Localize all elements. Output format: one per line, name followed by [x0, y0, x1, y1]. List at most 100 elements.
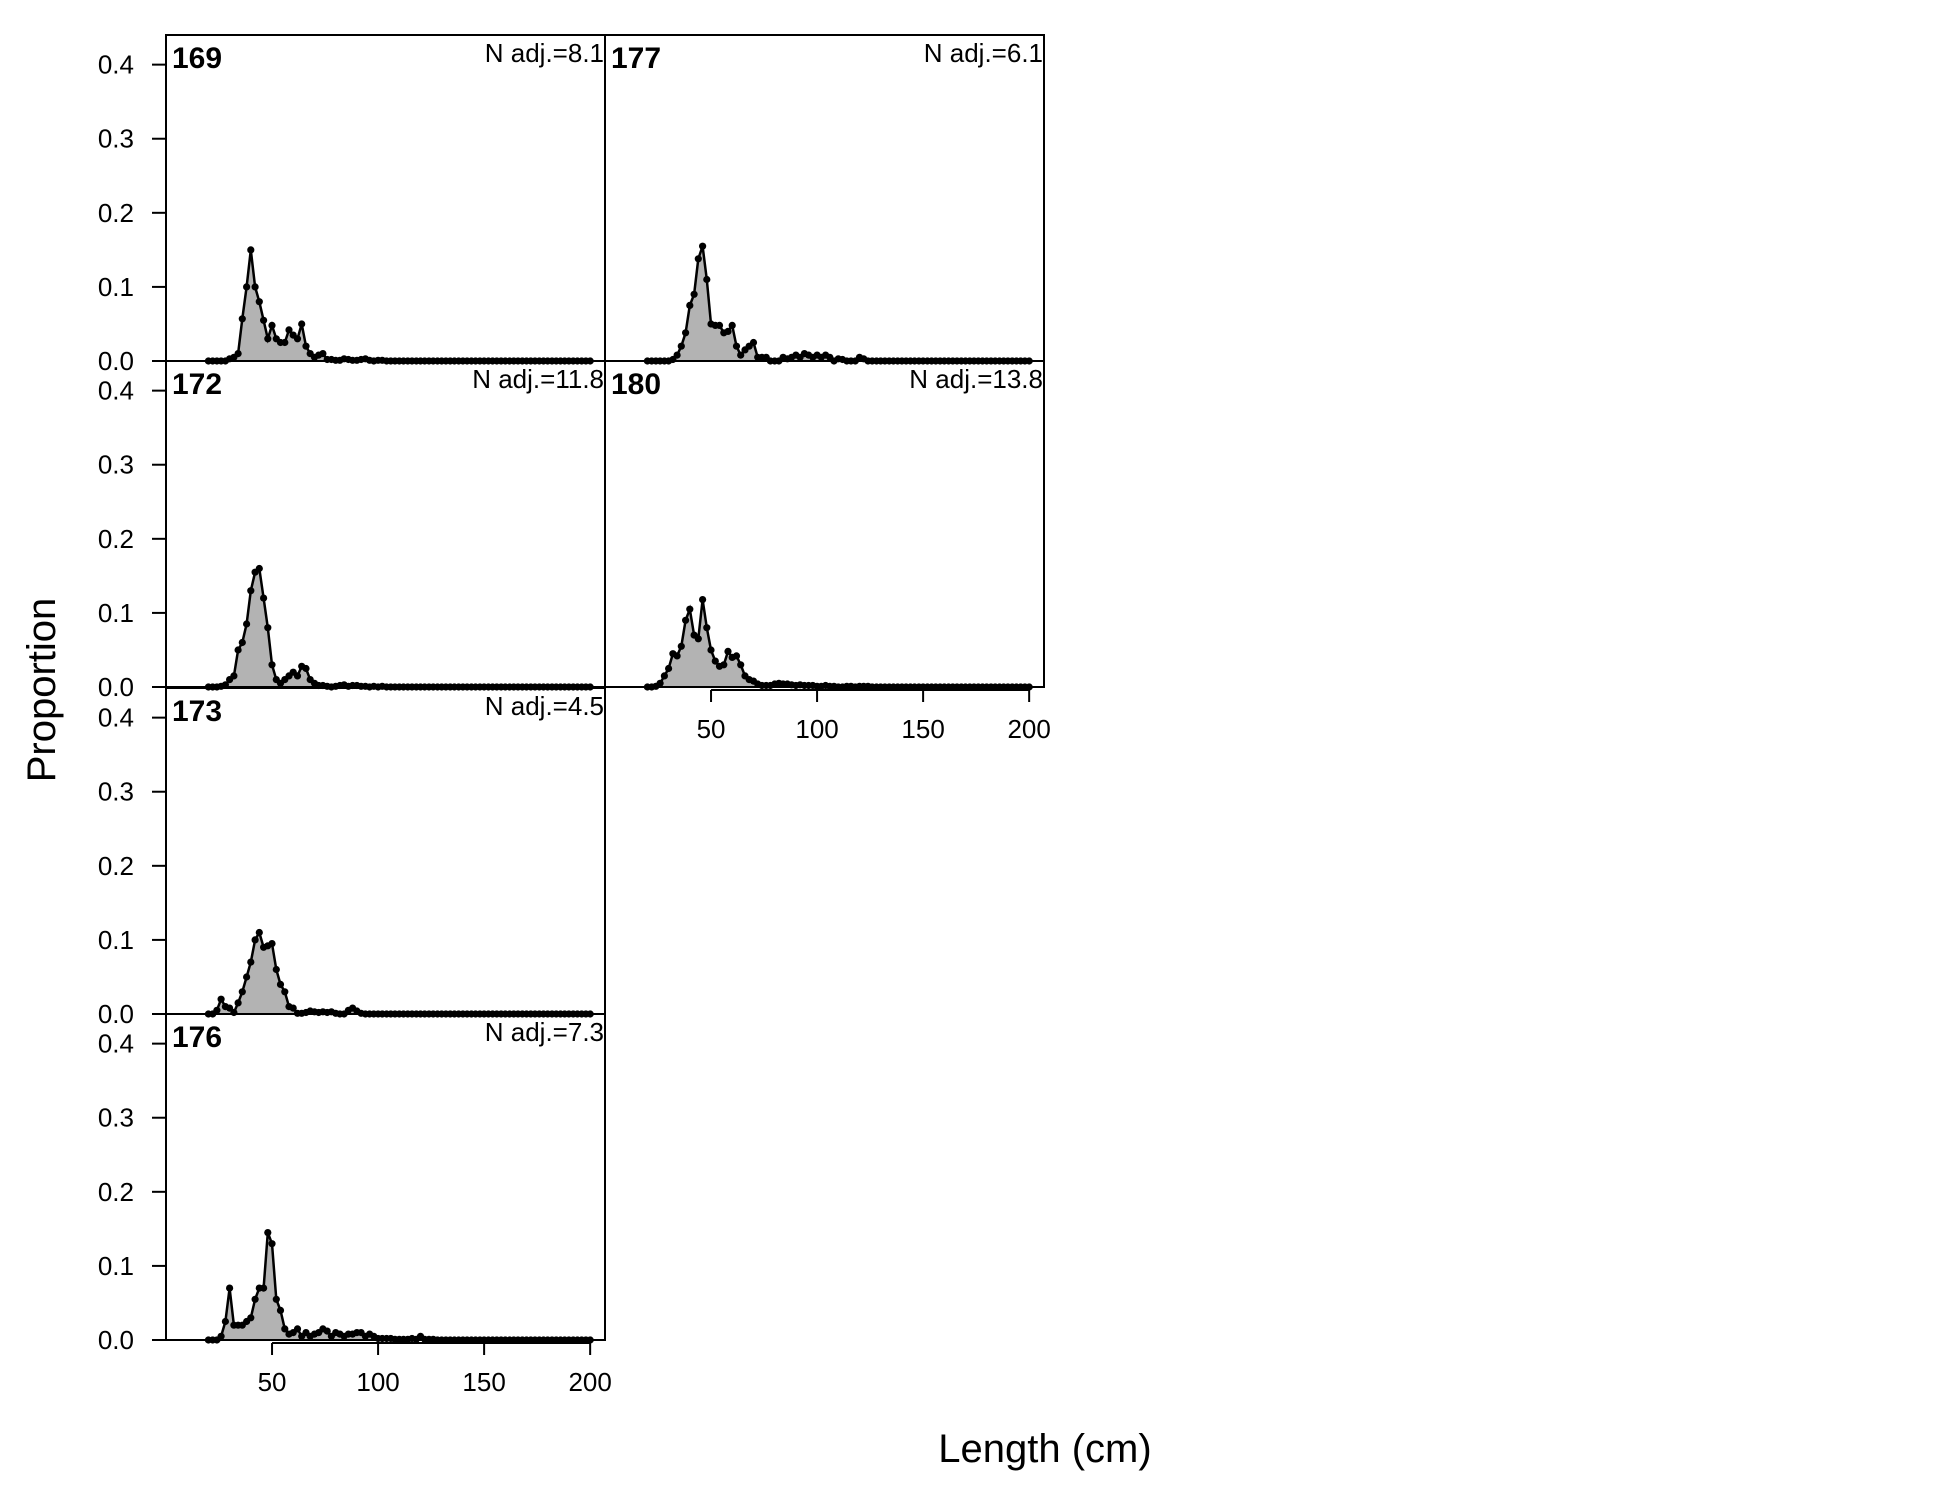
- y-tick-label: 0.2: [98, 1177, 134, 1207]
- area-fill: [208, 932, 591, 1014]
- x-tick-label: 200: [568, 1367, 611, 1397]
- panel-frame: [165, 687, 606, 1015]
- data-point: [677, 642, 685, 650]
- panel-176: 176 N adj.=7.3 0.0 0.1 0.2 0.3 0.4: [98, 1013, 606, 1355]
- data-point: [732, 652, 741, 660]
- panel-169: 169 N adj.=8.1 0.0 0.1 0.2 0.3 0.4: [98, 34, 606, 376]
- data-point: [217, 1332, 225, 1340]
- data-point: [243, 283, 251, 291]
- x-tick-label: 100: [356, 1367, 399, 1397]
- panel-172: 172 N adj.=11.8 0.0 0.1 0.2 0.3 0.4: [98, 360, 606, 702]
- data-point: [660, 672, 669, 680]
- data-point: [281, 338, 289, 347]
- y-tick-label: 0.2: [98, 524, 134, 554]
- y-tick-label: 0.0: [98, 999, 134, 1029]
- data-point: [699, 242, 707, 250]
- x-tick-label: 50: [258, 1367, 287, 1397]
- n-adj-annotation: N adj.=8.1: [485, 38, 604, 68]
- data-point: [737, 661, 745, 669]
- data-point: [302, 664, 310, 673]
- data-point: [707, 646, 715, 654]
- data-point: [247, 246, 255, 254]
- area-fill: [208, 249, 591, 361]
- x-tick-label: 150: [901, 714, 944, 744]
- data-point: [264, 335, 272, 343]
- data-point: [272, 965, 280, 974]
- panel-label: 176: [172, 1021, 222, 1054]
- data-point: [238, 315, 246, 323]
- n-adj-annotation: N adj.=4.5: [485, 691, 604, 721]
- data-point: [737, 351, 745, 359]
- data-point: [260, 316, 268, 324]
- data-point: [213, 1006, 221, 1014]
- data-point: [260, 594, 268, 602]
- data-point: [293, 1325, 302, 1333]
- data-point: [724, 647, 732, 656]
- data-point: [724, 327, 732, 335]
- panel-173: 173 N adj.=4.5 0.0 0.1 0.2 0.3 0.4: [98, 687, 606, 1029]
- data-point: [732, 342, 741, 350]
- data-point: [247, 1314, 255, 1322]
- data-point: [673, 652, 681, 660]
- data-point: [255, 928, 263, 937]
- y-tick-label: 0.3: [98, 777, 134, 807]
- data-point: [230, 1008, 238, 1017]
- y-tick-label: 0.3: [98, 450, 134, 480]
- y-tick-label: 0.2: [98, 198, 134, 228]
- panel-label: 180: [611, 368, 661, 401]
- n-adj-annotation: N adj.=6.1: [924, 38, 1043, 68]
- x-tick-label: 150: [462, 1367, 505, 1397]
- y-tick-label: 0.2: [98, 851, 134, 881]
- panel-frame: [604, 360, 1045, 688]
- panel-label: 169: [172, 42, 222, 75]
- data-point: [272, 1295, 280, 1303]
- y-tick-label: 0.3: [98, 1103, 134, 1133]
- data-point: [234, 350, 242, 358]
- panel-label: 172: [172, 368, 222, 401]
- y-tick-label: 0.0: [98, 346, 134, 376]
- data-point: [677, 342, 685, 350]
- y-axis-title: Proportion: [20, 598, 64, 783]
- y-tick-label: 0.4: [98, 703, 134, 733]
- y-tick-label: 0.1: [98, 272, 134, 302]
- data-point: [665, 664, 673, 673]
- data-point: [281, 1325, 289, 1333]
- x-axis-176: 50 100 150 200: [258, 1342, 612, 1397]
- data-point: [319, 350, 327, 358]
- y-tick-label: 0.3: [98, 124, 134, 154]
- data-point: [711, 657, 719, 665]
- data-point: [226, 1004, 234, 1012]
- data-point: [255, 564, 263, 573]
- y-tick-label: 0.1: [98, 1251, 134, 1281]
- data-point: [686, 301, 694, 309]
- data-point: [221, 1317, 229, 1326]
- data-point: [323, 1327, 331, 1335]
- n-adj-annotation: N adj.=11.8: [472, 364, 604, 394]
- data-point: [264, 624, 272, 632]
- x-tick-label: 50: [697, 714, 726, 744]
- panel-frame: [165, 34, 606, 362]
- data-point: [298, 320, 306, 328]
- data-point: [694, 635, 702, 643]
- x-tick-label: 200: [1007, 714, 1050, 744]
- y-tick-label: 0.1: [98, 925, 134, 955]
- x-axis-180: 50 100 150 200: [697, 689, 1051, 744]
- x-axis-title: Length (cm): [938, 1427, 1151, 1471]
- n-adj-annotation: N adj.=7.3: [485, 1017, 604, 1047]
- data-point: [230, 672, 238, 680]
- data-point: [247, 587, 255, 595]
- data-point: [251, 283, 259, 291]
- x-axes: 50 100 150 200 50 100 150 200: [258, 689, 1051, 1397]
- panel-frame: [165, 1013, 606, 1341]
- area-fill: [647, 246, 1030, 361]
- panel-label: 173: [172, 695, 222, 728]
- panel-frame: [165, 360, 606, 688]
- x-tick-label: 100: [795, 714, 838, 744]
- panel-label: 177: [611, 42, 661, 75]
- data-point: [682, 616, 690, 624]
- data-point: [285, 326, 293, 334]
- y-tick-label: 0.4: [98, 50, 134, 80]
- area-fill: [208, 1232, 591, 1340]
- data-point: [715, 321, 724, 329]
